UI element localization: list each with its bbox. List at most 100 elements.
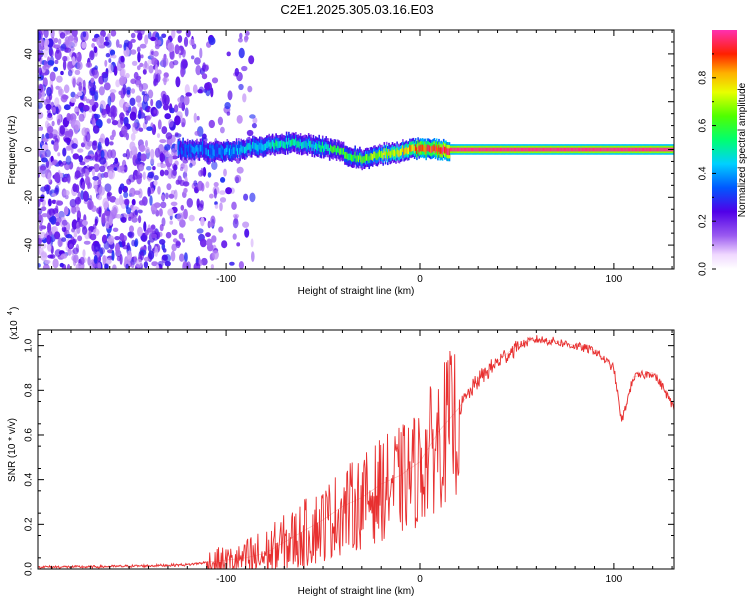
ridge-cell — [181, 147, 183, 155]
noise-speckle — [173, 104, 179, 113]
spectrogram-y-tick-label: -40 — [24, 237, 35, 252]
noise-speckle — [130, 49, 137, 55]
ridge-cell — [627, 147, 630, 152]
noise-speckle — [238, 83, 244, 91]
noise-speckle — [159, 139, 167, 144]
noise-speckle — [178, 233, 184, 240]
noise-speckle — [95, 149, 102, 157]
noise-speckle — [168, 118, 174, 128]
noise-speckle — [71, 238, 76, 246]
noise-speckle — [127, 250, 132, 262]
noise-speckle — [153, 180, 158, 186]
noise-speckle — [165, 192, 169, 200]
noise-speckle — [49, 49, 54, 58]
ridge-cell — [260, 142, 262, 150]
noise-speckle — [58, 88, 64, 96]
noise-speckle — [171, 148, 176, 156]
noise-speckle — [134, 30, 140, 34]
noise-speckle — [71, 56, 76, 66]
spectrogram-y-tick-label: 40 — [24, 48, 35, 60]
ridge-cell — [631, 147, 633, 152]
noise-speckle — [140, 250, 145, 261]
ridge-cell — [509, 147, 511, 152]
ridge-cell — [553, 147, 555, 152]
noise-speckle — [41, 206, 47, 212]
noise-speckle — [78, 155, 83, 163]
noise-speckle — [196, 115, 200, 121]
colorbar-tick-label: 0.6 — [698, 118, 709, 132]
noise-speckle — [199, 238, 207, 248]
ridge-cell — [475, 147, 477, 152]
ridge-cell — [451, 147, 453, 152]
ridge-cell — [411, 144, 414, 152]
ridge-cell — [285, 137, 288, 145]
ridge-cell — [579, 147, 581, 152]
ridge-cell — [211, 149, 213, 156]
ridge-cell — [539, 147, 541, 152]
noise-speckle — [40, 165, 47, 171]
ridge-cell — [303, 141, 305, 148]
ridge-cell — [590, 147, 593, 152]
noise-speckle — [128, 174, 136, 183]
ridge-cell — [662, 147, 665, 152]
noise-speckle — [167, 42, 175, 53]
noise-speckle — [40, 97, 45, 104]
ridge-cell — [613, 147, 616, 152]
noise-speckle — [143, 261, 149, 269]
noise-speckle — [236, 115, 243, 124]
noise-speckle — [147, 89, 154, 99]
noise-speckle — [209, 193, 214, 199]
noise-speckle — [89, 50, 95, 61]
noise-speckle — [161, 56, 169, 67]
ridge-cell — [387, 152, 389, 159]
ridge-cell — [622, 147, 624, 152]
ridge-cell — [334, 145, 337, 153]
ridge-cell — [641, 147, 644, 152]
noise-speckle — [165, 231, 172, 239]
ridge-cell — [405, 146, 408, 154]
ridge-cell — [397, 149, 400, 157]
noise-speckle — [93, 46, 98, 54]
ridge-cell — [425, 147, 427, 154]
noise-speckle — [57, 237, 63, 248]
noise-speckle — [40, 38, 45, 48]
noise-speckle — [98, 186, 105, 196]
ridge-cell — [376, 153, 379, 161]
ridge-cell — [665, 147, 667, 152]
ridge-cell — [523, 147, 525, 152]
ridge-cell — [423, 145, 425, 153]
ridge-cell — [203, 147, 205, 154]
ridge-cell — [438, 145, 440, 152]
noise-speckle — [44, 38, 50, 46]
noise-speckle — [86, 98, 91, 104]
ridge-cell — [615, 147, 617, 152]
noise-speckle — [107, 235, 115, 245]
ridge-cell — [605, 147, 608, 152]
noise-speckle — [99, 133, 106, 144]
ridge-cell — [290, 139, 293, 147]
ridge-cell — [531, 147, 533, 152]
ridge-cell — [469, 147, 472, 152]
noise-speckle — [140, 153, 147, 162]
ridge-cell — [191, 145, 194, 153]
noise-speckle — [71, 39, 78, 48]
noise-speckle — [176, 30, 182, 34]
noise-speckle — [212, 250, 219, 260]
ridge-cell — [312, 141, 315, 148]
noise-speckle — [61, 219, 68, 226]
ridge-cell — [276, 141, 279, 148]
ridge-cell — [639, 147, 642, 152]
ridge-cell — [520, 147, 523, 152]
noise-speckle — [119, 254, 123, 265]
ridge-cell — [517, 147, 519, 152]
noise-speckle — [183, 36, 189, 48]
noise-speckle — [236, 166, 244, 174]
noise-speckle — [130, 133, 136, 141]
noise-speckle — [55, 106, 59, 114]
ridge-cell — [633, 147, 636, 152]
noise-speckle — [137, 65, 141, 71]
ridge-cell — [594, 147, 596, 152]
ridge-cell — [306, 142, 309, 150]
ridge-cell — [261, 143, 263, 151]
noise-speckle — [170, 250, 176, 262]
